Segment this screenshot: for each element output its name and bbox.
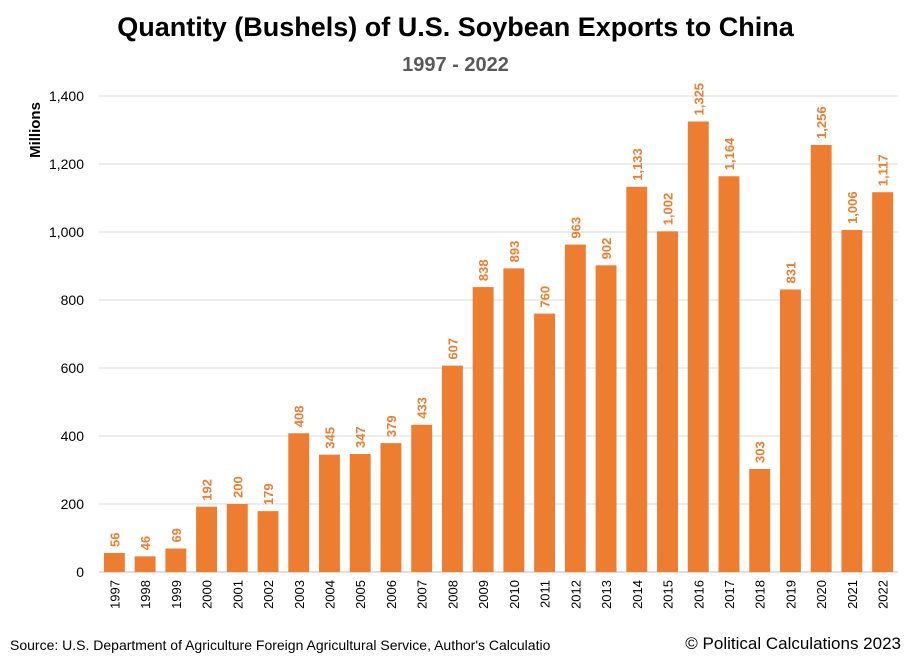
x-tick-label: 2009 <box>476 580 491 609</box>
bar-2004 <box>319 454 340 572</box>
bar-2005 <box>349 454 371 572</box>
bar-2020 <box>810 144 832 572</box>
bar-2015 <box>657 231 678 572</box>
x-tick-label: 2004 <box>322 580 337 609</box>
data-label: 1,325 <box>691 83 706 116</box>
y-tick-label: 0 <box>76 564 84 580</box>
y-tick-label: 600 <box>61 360 85 376</box>
x-tick-label: 2001 <box>230 580 245 609</box>
data-label: 963 <box>568 217 583 239</box>
data-label: 1,164 <box>722 137 737 170</box>
source-note: Source: U.S. Department of Agriculture F… <box>10 637 551 653</box>
bar-2000 <box>196 506 218 572</box>
bar-2013 <box>595 265 617 572</box>
data-label: 1,006 <box>845 191 860 224</box>
y-tick-label: 1,000 <box>49 224 84 240</box>
data-label: 345 <box>322 427 337 449</box>
chart-title: Quantity (Bushels) of U.S. Soybean Expor… <box>117 12 794 42</box>
data-label: 347 <box>353 426 368 448</box>
x-tick-label: 2020 <box>814 580 829 609</box>
bar-2002 <box>257 511 279 572</box>
x-tick-label: 2011 <box>538 580 553 608</box>
x-tick-label: 1997 <box>107 580 122 609</box>
bar-1999 <box>165 548 187 572</box>
bar-2003 <box>288 433 310 572</box>
bar-2014 <box>626 186 648 572</box>
data-label: 831 <box>783 262 798 284</box>
data-label: 69 <box>169 528 184 542</box>
data-label: 179 <box>261 483 276 505</box>
x-tick-label: 2022 <box>876 580 891 609</box>
bar-2022 <box>872 192 894 572</box>
data-label: 200 <box>230 476 245 498</box>
chart-subtitle: 1997 - 2022 <box>402 54 509 76</box>
y-tick-label: 800 <box>61 292 85 308</box>
x-tick-label: 2017 <box>722 580 737 609</box>
x-tick-label: 1998 <box>138 580 153 609</box>
x-tick-label: 2019 <box>783 580 798 609</box>
data-label: 1,133 <box>630 148 645 181</box>
x-tick-label: 2012 <box>568 580 583 609</box>
x-tick-label: 1999 <box>169 580 184 609</box>
x-tick-label: 2018 <box>753 580 768 609</box>
data-label: 433 <box>415 397 430 419</box>
bar-2018 <box>749 468 771 572</box>
bar-2017 <box>718 176 740 573</box>
x-tick-label: 2000 <box>200 580 215 609</box>
bar-2011 <box>534 313 556 572</box>
bar-2008 <box>441 365 463 572</box>
bar-2006 <box>380 443 402 572</box>
x-tick-label: 2003 <box>292 580 307 609</box>
copyright-credit: © Political Calculations 2023 <box>685 634 901 653</box>
bar-1998 <box>134 556 156 572</box>
data-label: 1,256 <box>814 106 829 139</box>
data-label: 192 <box>200 479 215 501</box>
x-tick-label: 2021 <box>845 580 860 609</box>
bar-2009 <box>472 287 494 572</box>
x-tick-label: 2005 <box>353 580 368 609</box>
bar-2010 <box>503 268 525 572</box>
y-tick-label: 400 <box>61 428 85 444</box>
x-tick-label: 2006 <box>384 580 399 609</box>
bar-1997 <box>103 552 125 572</box>
data-label: 46 <box>138 536 153 550</box>
x-tick-label: 2002 <box>261 580 276 609</box>
data-label: 893 <box>507 241 522 263</box>
bar-2001 <box>226 504 248 572</box>
data-label: 902 <box>599 238 614 260</box>
bar-2019 <box>779 289 801 572</box>
x-tick-label: 2007 <box>415 580 430 609</box>
x-tick-label: 2015 <box>661 580 676 609</box>
y-tick-label: 1,200 <box>49 156 84 172</box>
x-tick-label: 2010 <box>507 580 522 609</box>
data-label: 408 <box>292 406 307 428</box>
bar-2016 <box>687 121 709 572</box>
bar-2007 <box>411 424 433 572</box>
x-tick-label: 2016 <box>691 580 706 609</box>
bar-2021 <box>841 229 863 572</box>
x-tick-label: 2014 <box>630 580 645 609</box>
data-label: 607 <box>445 338 460 360</box>
data-label: 379 <box>384 415 399 437</box>
y-axis-label: Millions <box>27 102 44 158</box>
data-label: 303 <box>753 441 768 463</box>
y-tick-label: 1,400 <box>49 88 84 104</box>
data-label: 1,002 <box>661 193 676 226</box>
bar-2012 <box>564 244 586 572</box>
y-tick-label: 200 <box>61 496 85 512</box>
data-label: 838 <box>476 259 491 281</box>
data-label: 56 <box>107 532 122 546</box>
data-label: 1,117 <box>876 154 891 186</box>
x-tick-label: 2008 <box>445 580 460 609</box>
x-tick-label: 2013 <box>599 580 614 609</box>
data-label: 760 <box>538 286 553 308</box>
